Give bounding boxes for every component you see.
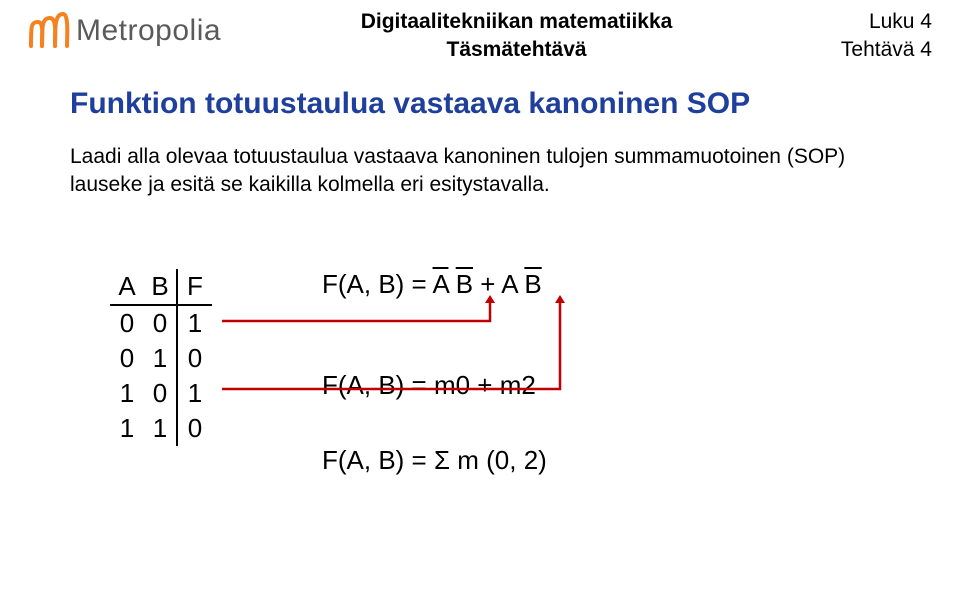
formula-block: F(A, B) = A B + A B F(A, B) = m0 + m2 F(… — [322, 269, 547, 520]
header-ref-block: Luku 4 Tehtävä 4 — [812, 8, 932, 65]
table-header-row: A B F — [110, 269, 212, 306]
logo: Metropolia — [28, 8, 221, 50]
content-row: A B F 0 0 1 0 1 0 1 0 1 1 1 0 — [70, 269, 890, 520]
col-B: B — [144, 269, 178, 304]
term-A: A — [501, 269, 524, 299]
header-task: Tehtävä 4 — [812, 36, 932, 64]
cell: 0 — [144, 376, 178, 411]
header-subtitle: Täsmätehtävä — [221, 36, 812, 64]
cell: 1 — [144, 411, 178, 446]
term-Bbar: B — [456, 269, 473, 299]
cell: 0 — [110, 341, 144, 376]
cell: 0 — [178, 411, 212, 446]
plus: + — [473, 269, 501, 299]
formula-sigma: F(A, B) = Σ m (0, 2) — [322, 445, 547, 476]
formula-lhs: F(A, B) = — [322, 269, 433, 299]
page-header: Metropolia Digitaalitekniikan matematiik… — [0, 0, 960, 65]
term-Bbar2: B — [524, 269, 541, 299]
cell: 1 — [110, 376, 144, 411]
cell: 1 — [110, 411, 144, 446]
cell: 0 — [110, 306, 144, 341]
table-row: 0 0 1 — [110, 306, 212, 341]
table-row: 0 1 0 — [110, 341, 212, 376]
body-paragraph: Laadi alla olevaa totuustaulua vastaava … — [70, 143, 890, 200]
page-title: Funktion totuustaulua vastaava kanoninen… — [70, 87, 890, 121]
logo-text: Metropolia — [76, 14, 221, 48]
cell: 0 — [178, 341, 212, 376]
header-chapter: Luku 4 — [812, 8, 932, 36]
main-content: Funktion totuustaulua vastaava kanoninen… — [0, 65, 960, 521]
term-Abar: A — [433, 269, 449, 299]
col-F: F — [178, 269, 212, 304]
table-row: 1 1 0 — [110, 411, 212, 446]
truth-table: A B F 0 0 1 0 1 0 1 0 1 1 1 0 — [110, 269, 212, 446]
table-row: 1 0 1 — [110, 376, 212, 411]
cell: 0 — [144, 306, 178, 341]
col-A: A — [110, 269, 144, 304]
cell: 1 — [178, 376, 212, 411]
formula-minterm: F(A, B) = m0 + m2 — [322, 370, 547, 401]
cell: 1 — [144, 341, 178, 376]
cell: 1 — [178, 306, 212, 341]
header-course: Digitaalitekniikan matematiikka — [221, 8, 812, 36]
header-title-block: Digitaalitekniikan matematiikka Täsmäteh… — [221, 8, 812, 65]
logo-mark-icon — [28, 12, 70, 50]
formula-sop: F(A, B) = A B + A B — [322, 269, 547, 300]
